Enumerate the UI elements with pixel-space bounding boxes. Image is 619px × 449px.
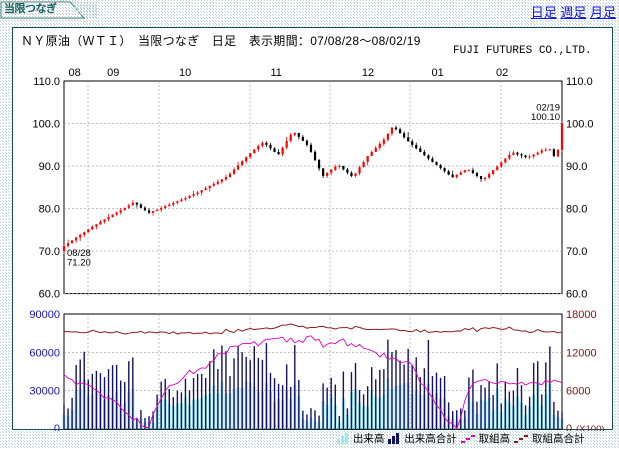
- svg-text:70.0: 70.0: [39, 246, 60, 258]
- svg-text:60.0: 60.0: [566, 289, 587, 301]
- svg-text:60000: 60000: [29, 347, 60, 359]
- svg-text:60.0: 60.0: [39, 289, 60, 301]
- svg-text:08: 08: [68, 67, 80, 79]
- svg-text:12000: 12000: [566, 347, 597, 359]
- svg-text:(X100): (X100): [576, 424, 605, 431]
- svg-text:100.10: 100.10: [531, 112, 560, 123]
- svg-text:12: 12: [362, 67, 374, 79]
- svg-text:6000: 6000: [566, 386, 590, 398]
- svg-text:70.0: 70.0: [566, 246, 587, 258]
- svg-text:02: 02: [496, 67, 508, 79]
- svg-text:90.0: 90.0: [39, 161, 60, 173]
- svg-text:09: 09: [107, 67, 119, 79]
- svg-text:80.0: 80.0: [39, 204, 60, 216]
- svg-text:90.0: 90.0: [566, 161, 587, 173]
- svg-text:18000: 18000: [566, 309, 597, 321]
- svg-text:80.0: 80.0: [566, 204, 587, 216]
- svg-text:10: 10: [179, 67, 191, 79]
- svg-text:0: 0: [54, 423, 60, 431]
- svg-text:90000: 90000: [29, 309, 60, 321]
- svg-text:11: 11: [270, 67, 281, 79]
- svg-text:01: 01: [431, 67, 443, 79]
- svg-text:110.0: 110.0: [33, 76, 60, 88]
- svg-text:100.0: 100.0: [32, 119, 60, 131]
- svg-text:100.0: 100.0: [566, 119, 594, 131]
- svg-text:30000: 30000: [29, 386, 60, 398]
- svg-text:0: 0: [566, 423, 572, 431]
- svg-text:71.20: 71.20: [67, 258, 91, 269]
- svg-text:110.0: 110.0: [566, 76, 593, 88]
